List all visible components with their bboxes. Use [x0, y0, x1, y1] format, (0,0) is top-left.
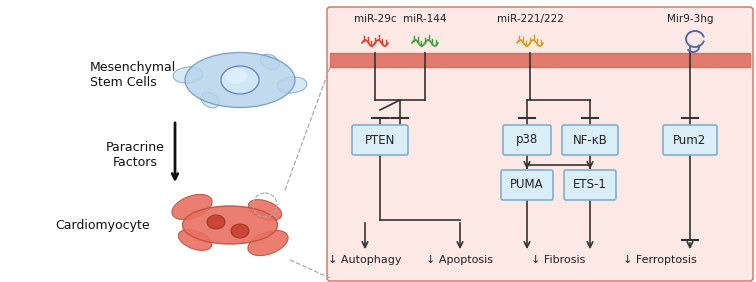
- Text: NF-κB: NF-κB: [572, 133, 607, 147]
- Ellipse shape: [248, 230, 288, 255]
- Ellipse shape: [225, 68, 247, 84]
- FancyBboxPatch shape: [327, 7, 753, 281]
- Text: Paracrine
Factors: Paracrine Factors: [106, 141, 165, 169]
- FancyBboxPatch shape: [352, 125, 408, 155]
- Ellipse shape: [185, 52, 295, 107]
- Ellipse shape: [248, 200, 282, 220]
- FancyBboxPatch shape: [501, 170, 553, 200]
- Ellipse shape: [173, 67, 203, 83]
- FancyBboxPatch shape: [562, 125, 618, 155]
- Text: ↓ Apoptosis: ↓ Apoptosis: [426, 255, 494, 265]
- Text: Mir9-3hg: Mir9-3hg: [667, 14, 713, 24]
- Text: miR-221/222: miR-221/222: [497, 14, 563, 24]
- Ellipse shape: [172, 194, 212, 220]
- Text: Cardiomyocyte: Cardiomyocyte: [55, 219, 150, 232]
- FancyBboxPatch shape: [564, 170, 616, 200]
- FancyBboxPatch shape: [503, 125, 551, 155]
- Text: ↓ Autophagy: ↓ Autophagy: [328, 255, 401, 265]
- Text: PTEN: PTEN: [365, 133, 395, 147]
- Ellipse shape: [221, 66, 259, 94]
- Ellipse shape: [178, 230, 212, 250]
- Ellipse shape: [277, 77, 307, 93]
- Ellipse shape: [182, 206, 277, 244]
- Ellipse shape: [207, 215, 225, 229]
- Text: p38: p38: [516, 133, 538, 147]
- Ellipse shape: [261, 54, 279, 70]
- Text: ↓ Ferroptosis: ↓ Ferroptosis: [623, 255, 697, 265]
- Text: PUMA: PUMA: [510, 179, 544, 191]
- Ellipse shape: [200, 92, 219, 108]
- Text: miR-29c: miR-29c: [354, 14, 396, 24]
- Text: ETS-1: ETS-1: [573, 179, 607, 191]
- FancyBboxPatch shape: [663, 125, 717, 155]
- Text: miR-144: miR-144: [403, 14, 447, 24]
- Text: Pum2: Pum2: [674, 133, 707, 147]
- Ellipse shape: [231, 224, 249, 238]
- Text: ↓ Fibrosis: ↓ Fibrosis: [531, 255, 585, 265]
- Text: Mesenchymal
Stem Cells: Mesenchymal Stem Cells: [90, 61, 176, 89]
